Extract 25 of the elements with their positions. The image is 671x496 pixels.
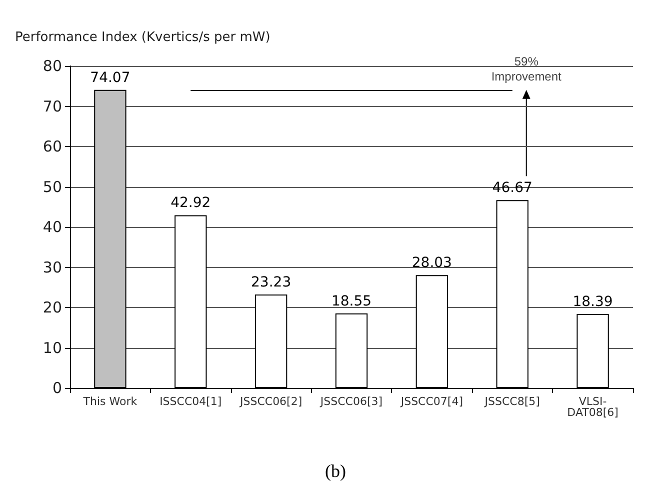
y-tick-label: 10 [42, 338, 62, 357]
y-tick-label: 30 [42, 258, 62, 276]
y-tick-label: 50 [42, 178, 62, 196]
data-label: 23.23 [251, 274, 292, 290]
y-tick-label: 0 [52, 379, 62, 397]
y-axis-title: Performance Index (Kvertics/s per mW) [15, 30, 270, 45]
ref-line-label: 59% Improvement [491, 54, 562, 84]
data-label: 42.92 [170, 195, 211, 212]
x-tick-label: VLSI-DAT08[6] [567, 395, 618, 419]
x-tick-label: JSSCC07[4] [400, 395, 464, 408]
data-label: 28.03 [412, 255, 452, 272]
x-tick-label: This Work [82, 395, 138, 408]
y-tick-label: 40 [42, 218, 62, 236]
x-tick-label: JSSCC06[2] [238, 395, 302, 408]
y-tick-label: 60 [42, 138, 62, 156]
text: (b) [325, 461, 346, 481]
data-label: 18.39 [572, 294, 613, 310]
y-tick-label: 20 [42, 298, 62, 316]
x-tick-label: JSSCC06[3] [319, 395, 383, 408]
y-tick-label: 80 [42, 57, 62, 75]
data-label: 18.55 [331, 293, 372, 310]
x-tick-label: ISSCC04[1] [160, 395, 222, 408]
x-tick-label: JSSCC8[5] [484, 395, 540, 408]
data-label: 74.07 [90, 70, 130, 86]
y-tick-label: 70 [42, 97, 62, 116]
